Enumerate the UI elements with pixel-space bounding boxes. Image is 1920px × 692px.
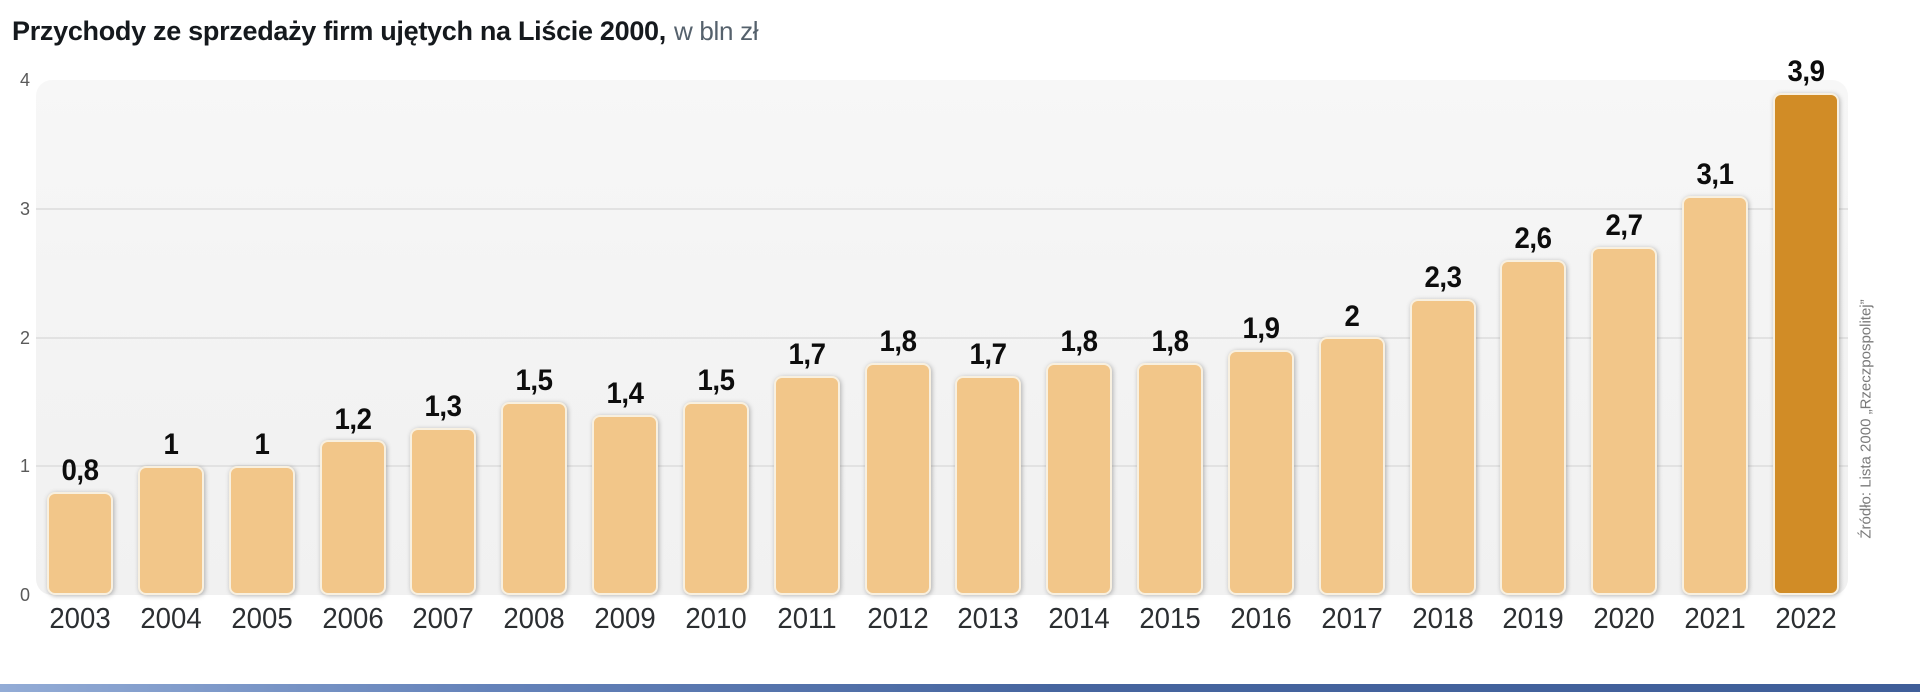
value-label-2011: 1,7 [788, 338, 826, 372]
x-tick-label-2012: 2012 [866, 603, 929, 635]
value-label-2010: 1,5 [697, 363, 735, 397]
x-tick-label-2007: 2007 [412, 603, 474, 635]
value-label-2003: 0,8 [61, 454, 99, 487]
x-tick-label-2005: 2005 [231, 603, 293, 635]
gridline-y2 [36, 336, 1848, 339]
y-tick-label-2: 2 [19, 327, 30, 348]
bar-2009 [592, 415, 659, 595]
value-label-2014: 1,8 [1060, 325, 1098, 359]
chart-unit-label: w bln zł [673, 16, 759, 46]
value-label-2005: 1 [254, 428, 270, 462]
x-tick-label-2015: 2015 [1139, 603, 1201, 635]
value-label-2020: 2,7 [1605, 209, 1643, 243]
gridline-y1 [36, 465, 1848, 468]
x-tick-label-2016: 2016 [1230, 603, 1292, 635]
bar-2015 [1137, 363, 1204, 595]
bar-2012 [864, 363, 931, 595]
bar-2017 [1318, 337, 1385, 595]
value-label-2004: 1 [163, 428, 179, 462]
x-tick-label-2008: 2008 [503, 603, 565, 635]
bottom-accent-bar [0, 684, 1920, 692]
x-tick-label-2011: 2011 [777, 603, 837, 635]
x-tick-label-2019: 2019 [1502, 603, 1565, 635]
x-tick-label-2020: 2020 [1593, 603, 1655, 635]
bar-2013 [955, 376, 1022, 595]
plot-area [36, 80, 1848, 595]
bar-2018 [1409, 299, 1476, 595]
bar-2004 [137, 466, 204, 595]
bar-2019 [1500, 260, 1567, 595]
x-tick-label-2006: 2006 [321, 603, 384, 635]
value-label-2022: 3,9 [1787, 54, 1825, 88]
value-label-2015: 1,8 [1151, 325, 1189, 359]
bar-2021 [1682, 196, 1749, 595]
bar-2006 [319, 440, 386, 595]
y-tick-label-0: 0 [19, 585, 30, 605]
x-tick-label-2003: 2003 [49, 603, 111, 635]
bar-2008 [501, 402, 568, 595]
chart-title: Przychody ze sprzedaży firm ujętych na L… [12, 16, 666, 46]
bar-2020 [1591, 247, 1658, 595]
value-label-2012: 1,8 [879, 325, 917, 359]
bar-2014 [1046, 363, 1113, 595]
x-tick-label-2018: 2018 [1411, 603, 1474, 635]
value-label-2008: 1,5 [515, 363, 553, 397]
value-label-2021: 3,1 [1696, 157, 1734, 191]
bar-2011 [773, 376, 840, 595]
bar-2007 [410, 428, 477, 595]
value-label-2019: 2,6 [1514, 222, 1552, 256]
gridline-y3 [36, 207, 1848, 210]
y-tick-label-3: 3 [19, 198, 30, 219]
bar-2016 [1227, 350, 1294, 595]
value-label-2017: 2 [1344, 299, 1360, 333]
bar-2005 [228, 466, 295, 595]
bar-2003 [47, 492, 113, 595]
x-tick-label-2014: 2014 [1048, 603, 1110, 635]
value-label-2009: 1,4 [606, 376, 644, 410]
value-label-2006: 1,2 [334, 402, 372, 436]
x-tick-label-2013: 2013 [957, 603, 1020, 635]
bar-2022 [1773, 93, 1839, 595]
y-tick-label-1: 1 [19, 456, 30, 477]
x-tick-label-2009: 2009 [594, 603, 656, 635]
chart-header: Przychody ze sprzedaży firm ujętych na L… [12, 16, 759, 47]
source-note: Źródło: Lista 2000 „Rzeczpospolitej” [1857, 299, 1875, 539]
x-tick-label-2017: 2017 [1321, 603, 1383, 635]
value-label-2007: 1,3 [424, 389, 462, 423]
x-tick-label-2004: 2004 [140, 603, 202, 635]
value-label-2016: 1,9 [1242, 312, 1280, 346]
x-tick-label-2010: 2010 [685, 603, 747, 635]
bar-2010 [682, 402, 749, 595]
value-label-2013: 1,7 [969, 338, 1007, 372]
x-tick-label-2021: 2021 [1684, 603, 1746, 635]
value-label-2018: 2,3 [1424, 260, 1462, 294]
x-tick-label-2022: 2022 [1775, 603, 1837, 635]
y-tick-label-4: 4 [19, 70, 30, 90]
